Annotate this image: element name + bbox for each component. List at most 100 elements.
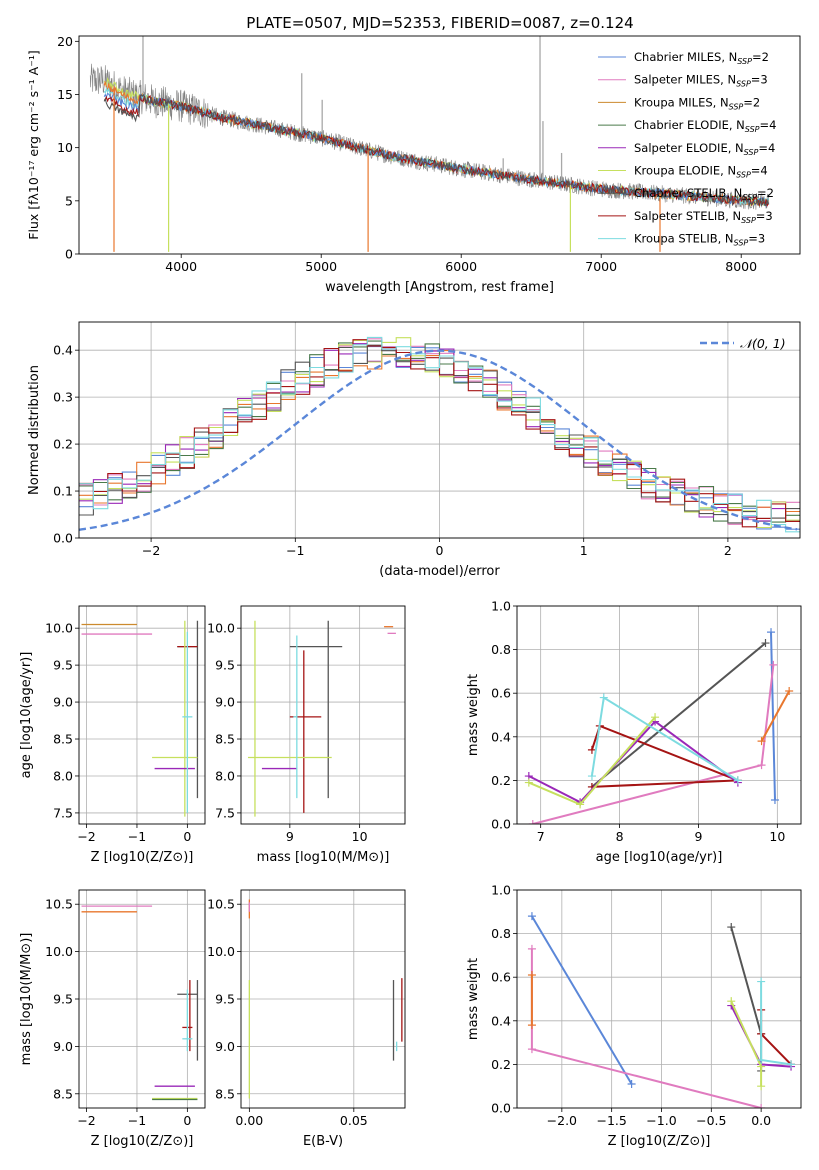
x-tick-label: −2.0 (547, 1113, 577, 1128)
mass-weight-series (587, 693, 742, 785)
mass-weight-series (524, 713, 660, 809)
y-axis-label: Normed distribution (27, 365, 42, 495)
x-tick-label: −2 (142, 543, 160, 558)
residuals-panel: −2 −1 0 1 2 0.0 0.1 0.2 0.3 0.4 (data-model)/error… (27, 321, 801, 579)
series-line (760, 690, 791, 742)
series-line (770, 632, 776, 801)
spectrum-plot (89, 36, 770, 252)
y-tick-label: 10 (57, 140, 73, 155)
series-line (760, 1009, 792, 1066)
y-tick-label: 0.2 (53, 437, 73, 452)
series-marker (627, 1080, 636, 1089)
y-tick-label: 0.8 (491, 926, 511, 941)
model-fit-line (104, 95, 769, 208)
mass_weight_vs_age-plot (524, 628, 794, 824)
legend-entry: Kroupa ELODIE, NSSP=4 (634, 164, 768, 180)
y-tick-label: 9.0 (215, 1039, 235, 1054)
x-tick-label: −2 (77, 829, 95, 844)
y-tick-label: 10.0 (207, 621, 235, 636)
x-tick-label: −1.0 (646, 1113, 676, 1128)
y-tick-label: 10.5 (45, 897, 73, 912)
series-line (760, 981, 792, 1066)
x-axis-label: Z [log10(Z/Z⊙)] (91, 1134, 194, 1149)
series-marker (527, 912, 536, 921)
residuals-plot (79, 336, 800, 533)
age_vs_mass-plot (247, 620, 396, 817)
y-axis-label: mass weight (466, 958, 481, 1040)
legend-entry: Salpeter ELODIE, NSSP=4 (634, 141, 775, 157)
y-tick-label: 0.0 (491, 817, 511, 832)
x-axis-label: mass [log10(M/M⊙)] (257, 850, 390, 865)
y-tick-label: 0.0 (53, 531, 73, 546)
y-tick-label: 1.0 (491, 883, 511, 898)
age_vs_z-plot (81, 620, 199, 817)
error-bar-point (247, 620, 332, 817)
mass_weight_vs_z-plot (527, 912, 796, 1108)
axes-frame (240, 889, 406, 1109)
legend: Chabrier MILES, NSSP=2 Salpeter MILES, NS… (598, 50, 776, 248)
mass-weight-series (757, 1005, 796, 1069)
y-tick-label: 0.1 (53, 484, 73, 499)
y-tick-label: 7.5 (215, 805, 235, 820)
x-tick-label: −1 (128, 1113, 146, 1128)
series-line (591, 642, 767, 788)
y-axis-label: mass [log10(M/M⊙)] (19, 933, 34, 1066)
y-tick-label: 8.5 (53, 732, 73, 747)
series-marker (527, 971, 536, 980)
x-tick-label: 0 (183, 829, 191, 844)
x-tick-label: 0.05 (340, 1113, 368, 1128)
x-tick-label: −1.5 (596, 1113, 626, 1128)
y-tick-label: 0.2 (491, 773, 511, 788)
axes-frame (516, 605, 802, 825)
legend-entry: Chabrier ELODIE, NSSP=4 (634, 118, 776, 134)
error-bar-point (293, 635, 298, 799)
error-bar-point (289, 620, 343, 799)
x-tick-label: 6000 (445, 259, 477, 274)
mass-weight-series (727, 923, 766, 1075)
axes-frame (516, 889, 802, 1109)
series-marker (587, 745, 596, 754)
series-marker (757, 977, 766, 986)
x-tick-label: −1 (128, 829, 146, 844)
y-tick-label: 9.0 (53, 695, 73, 710)
legend-entry: 𝒩(0, 1) (740, 336, 786, 351)
legend-entry: Salpeter MILES, NSSP=3 (634, 73, 768, 89)
y-tick-label: 1.0 (491, 599, 511, 614)
series-marker (767, 628, 776, 637)
y-tick-label: 0.4 (53, 343, 73, 358)
x-tick-label: 2 (724, 543, 732, 558)
series-marker (757, 1082, 766, 1091)
axes-frame (78, 605, 206, 825)
y-tick-label: 20 (57, 34, 73, 49)
y-tick-label: 0.6 (491, 970, 511, 985)
x-tick-label: 7000 (585, 259, 617, 274)
series-marker (727, 923, 736, 932)
x-tick-label: 5000 (305, 259, 337, 274)
x-tick-label: 0.0 (751, 1113, 771, 1128)
series-line (528, 716, 656, 806)
y-tick-label: 0.2 (491, 1057, 511, 1072)
y-tick-label: 0.3 (53, 390, 73, 405)
mass_vs_z-plot (81, 905, 199, 1101)
series-marker (787, 1060, 796, 1069)
y-axis-label: mass weight (466, 674, 481, 756)
x-axis-label: wavelength [Angstrom, rest frame] (325, 280, 554, 295)
y-tick-label: 9.5 (215, 658, 235, 673)
series-marker (757, 1056, 766, 1065)
y-tick-label: 10.5 (207, 897, 235, 912)
x-axis-label: Z [log10(Z/Z⊙)] (91, 850, 194, 865)
series-line (531, 915, 633, 1085)
mass_weight_vs_age-panel: 7 8 9 10 0.0 0.2 0.4 0.6 0.8 1.0 age [log10(age/yr… (466, 599, 802, 865)
y-tick-label: 0.4 (491, 729, 511, 744)
mass-weight-series (757, 977, 796, 1069)
x-axis-label: Z [log10(Z/Z⊙)] (608, 1134, 711, 1149)
series-marker (757, 737, 766, 746)
series-marker (770, 796, 779, 805)
x-tick-label: −0.5 (696, 1113, 726, 1128)
error-bar-point (182, 631, 193, 813)
y-tick-label: 5 (65, 193, 73, 208)
y-tick-label: 9.0 (53, 1039, 73, 1054)
x-tick-label: −2 (77, 1113, 95, 1128)
series-marker (528, 820, 537, 824)
mass-weight-series (528, 660, 778, 824)
